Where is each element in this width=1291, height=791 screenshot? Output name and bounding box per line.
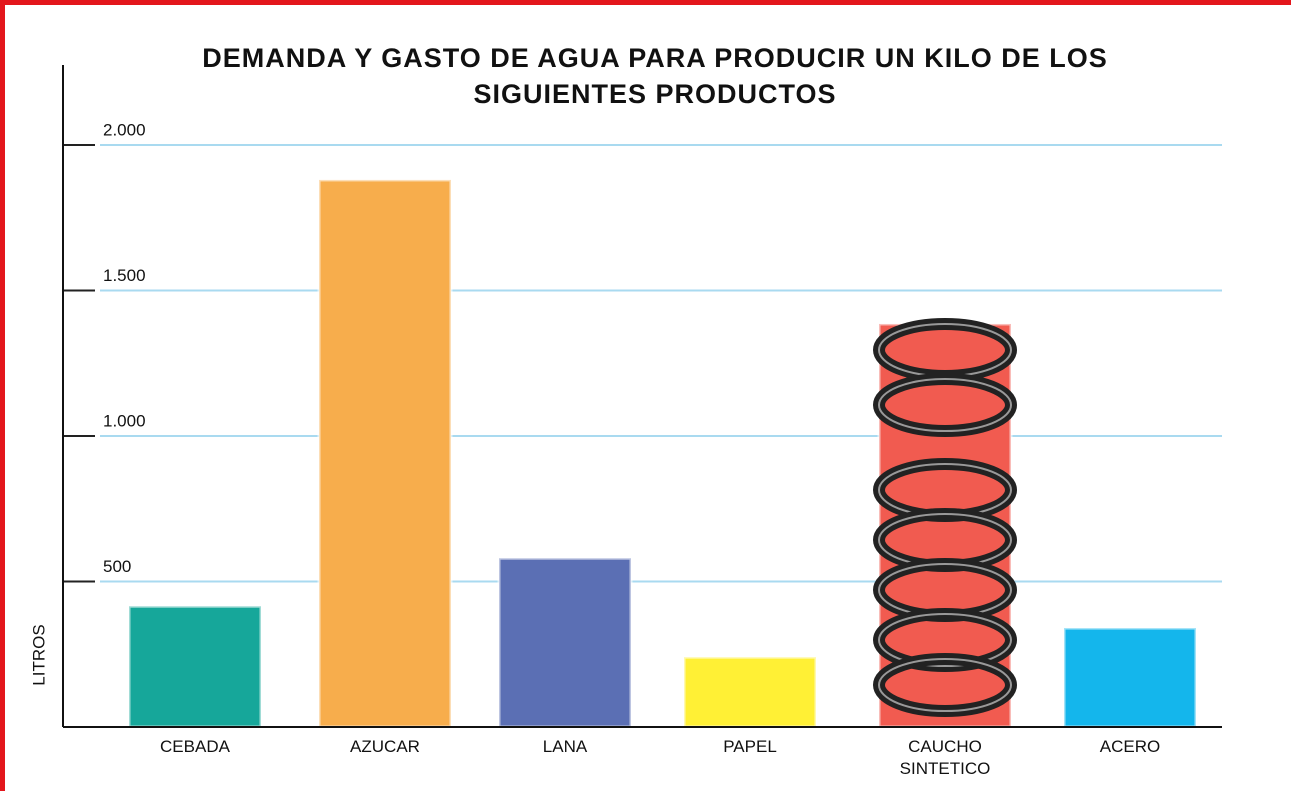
y-tick-label: 1.000 bbox=[103, 411, 146, 430]
x-tick-label: AZUCAR bbox=[330, 736, 440, 758]
bar bbox=[684, 657, 816, 727]
page: LITROS 500 1.000 1.500 2.000 DEMANDA Y GAST… bbox=[0, 0, 1291, 791]
frame-top bbox=[0, 0, 1291, 5]
bar bbox=[129, 606, 261, 727]
y-axis-label: LITROS bbox=[29, 624, 48, 685]
y-tick-label: 2.000 bbox=[103, 120, 146, 139]
bar bbox=[319, 180, 451, 727]
x-tick-label: ACERO bbox=[1075, 736, 1185, 758]
frame-left bbox=[0, 0, 5, 791]
chart-title: DEMANDA Y GASTO DE AGUA PARA PRODUCIR UN… bbox=[150, 40, 1160, 112]
x-tick-label: PAPEL bbox=[695, 736, 805, 758]
x-tick-label: CEBADA bbox=[140, 736, 250, 758]
x-tick-label: LANA bbox=[510, 736, 620, 758]
bar bbox=[1064, 628, 1196, 727]
y-tick-label: 1.500 bbox=[103, 266, 146, 285]
y-tick-label: 500 bbox=[103, 557, 131, 576]
chart: LITROS 500 1.000 1.500 2.000 bbox=[0, 0, 1291, 791]
x-tick-label: CAUCHO SINTETICO bbox=[890, 736, 1000, 780]
bar bbox=[499, 558, 631, 727]
